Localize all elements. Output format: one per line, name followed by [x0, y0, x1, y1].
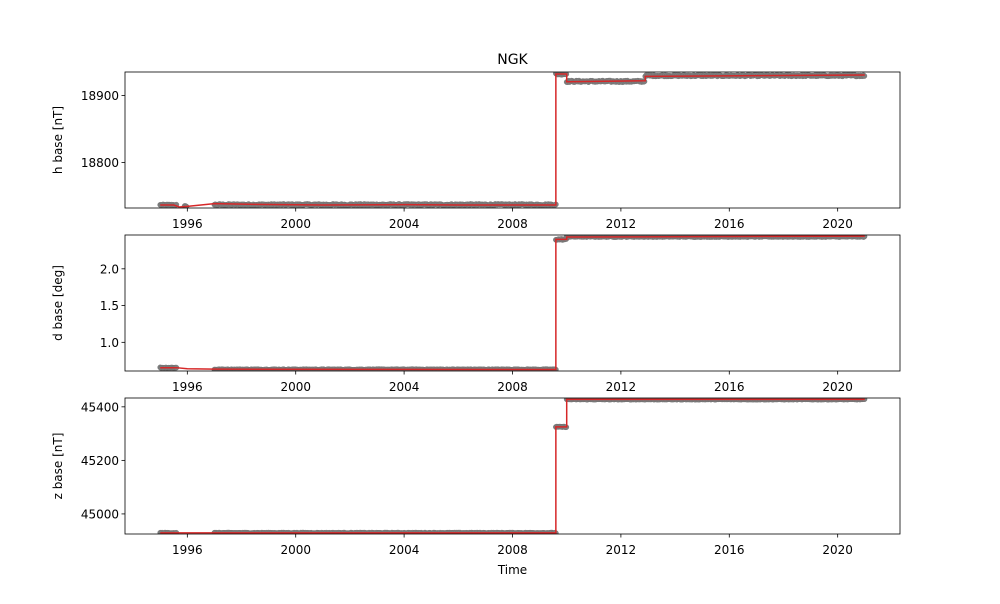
y-tick-label: 45000 [81, 507, 119, 521]
x-tick-label: 2020 [822, 380, 853, 394]
y-tick-label: 1.0 [100, 336, 119, 350]
x-tick-label: 2008 [497, 543, 528, 557]
y-axis-label-z: z base [nT] [51, 433, 65, 500]
data-point [861, 73, 868, 79]
y-tick-label: 45200 [81, 454, 119, 468]
plot-area-z [157, 398, 868, 534]
x-tick-label: 2008 [497, 380, 528, 394]
x-tick-label: 2020 [822, 543, 853, 557]
x-tick-label: 2016 [714, 380, 745, 394]
x-axis-label: Time [497, 563, 527, 577]
y-axis-label-d: d base [deg] [51, 265, 65, 341]
plot-area-h [157, 72, 868, 208]
series-line-d [160, 235, 865, 371]
x-tick-label: 2008 [497, 217, 528, 231]
x-tick-label: 1996 [172, 543, 203, 557]
x-tick-label: 2020 [822, 217, 853, 231]
x-tick-label: 2004 [389, 217, 420, 231]
x-tick-label: 2012 [606, 217, 637, 231]
x-tick-label: 2012 [606, 543, 637, 557]
y-tick-label: 45400 [81, 400, 119, 414]
x-tick-label: 2016 [714, 543, 745, 557]
x-tick-label: 2004 [389, 543, 420, 557]
x-tick-label: 2012 [606, 380, 637, 394]
series-line-z [160, 398, 865, 534]
panel-z: 1996 2000 2004 2008 2012 2016 2020 45000 45200 45… [51, 397, 901, 557]
x-tick-label: 2016 [714, 217, 745, 231]
x-tick-label: 2000 [280, 380, 311, 394]
y-tick-label: 1.5 [100, 299, 119, 313]
series-line-h [160, 73, 865, 208]
x-tick-label: 1996 [172, 380, 203, 394]
panel-d: 1996 2000 2004 2008 2012 2016 2020 1.0 1.5 2.0 d b… [51, 234, 901, 394]
x-tick-label: 1996 [172, 217, 203, 231]
y-tick-label: 18800 [81, 156, 119, 170]
y-axis-label-h: h base [nT] [51, 106, 65, 174]
x-tick-label: 2000 [280, 543, 311, 557]
y-tick-label: 2.0 [100, 262, 119, 276]
x-tick-label: 2004 [389, 380, 420, 394]
chart-title: NGK [497, 52, 528, 68]
x-tick-label: 2000 [280, 217, 311, 231]
y-tick-label: 18900 [81, 89, 119, 103]
panel-h: 1996 2000 2004 2008 2012 2016 2020 18800 18900 h … [51, 71, 901, 231]
plot-area-d [157, 235, 868, 371]
